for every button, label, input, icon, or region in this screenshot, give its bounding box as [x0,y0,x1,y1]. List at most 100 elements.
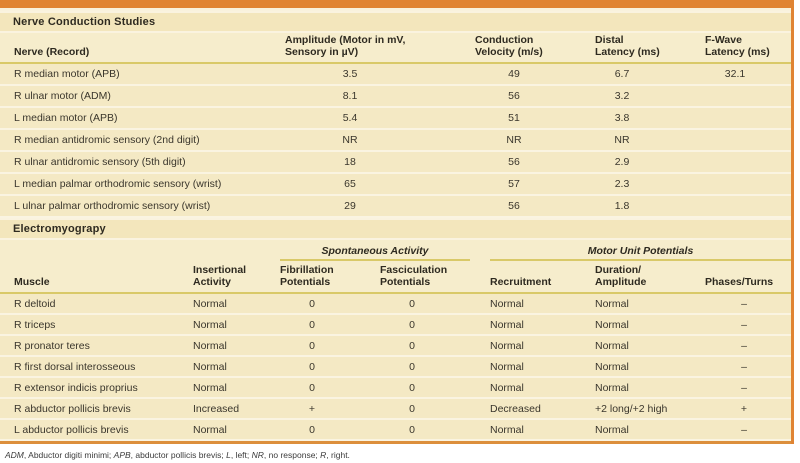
value-cell: – [741,339,747,352]
value-cell: 56 [508,200,520,212]
table-row: R ulnar antidromic sensory (5th digit) 18… [0,152,791,174]
value-cell: 29 [344,200,356,212]
ncs-section-header: Nerve Conduction Studies [0,11,791,33]
table-row: R ulnar motor (ADM) 8.1 56 3.2 [0,86,791,108]
row-label-cell: R first dorsal interosseous [14,360,136,373]
value-cell: 56 [508,90,520,102]
emg-group-header-row: Spontaneous Activity Motor Unit Potentia… [0,240,791,261]
value-cell: 0 [409,423,415,436]
row-label-cell: R pronator teres [14,339,90,352]
row-label-cell: R median motor (APB) [14,68,120,80]
row-label-cell: Normal [490,360,524,373]
column-header: Muscle [14,276,50,288]
table-row: R extensor indicis proprius Normal 0 0 Norma… [0,378,791,399]
value-cell: + [740,402,748,415]
row-label-cell: R extensor indicis proprius [14,381,138,394]
footnote-abbreviation: L [226,450,231,460]
emg-group-header-spontaneous: Spontaneous Activity [280,245,470,261]
row-label-cell: +2 long/+2 high [595,402,668,415]
footnote-abbreviation: ADM [5,450,24,460]
value-cell: 5.4 [342,112,358,124]
row-label-cell: Normal [595,360,629,373]
column-header: Distal Latency (ms) [595,34,660,58]
emg-section-title: Electromyograpy [13,223,106,235]
column-header: Phases/Turns [705,276,774,288]
value-cell: 0 [309,318,315,331]
footnote-text: , abductor pollicis brevis; [130,450,227,460]
value-cell: 0 [309,360,315,373]
emg-table-body: R deltoid Normal 0 0 Normal Normal – R triceps N… [0,294,791,441]
value-cell: + [308,402,316,415]
value-cell: 0 [409,381,415,394]
value-cell: NR [614,134,630,146]
ncs-section-title: Nerve Conduction Studies [13,16,156,28]
table-row: R median antidromic sensory (2nd digit) N… [0,130,791,152]
row-label-cell: Normal [193,360,227,373]
panel-bottom-border [0,441,791,444]
table-footnote: ADM, Abductor digiti minimi; APB, abduct… [0,444,800,460]
row-label-cell: Normal [193,318,227,331]
row-label-cell: Normal [193,297,227,310]
column-header: F-Wave Latency (ms) [705,34,770,58]
value-cell: 3.2 [614,90,630,102]
table-row: L median palmar orthodromic sensory (wri… [0,174,791,196]
row-label-cell: R triceps [14,318,56,331]
column-header: Nerve (Record) [14,46,90,58]
column-header: Fasciculation Potentials [380,264,448,288]
table-row: R deltoid Normal 0 0 Normal Normal – [0,294,791,315]
row-label-cell: Normal [193,339,227,352]
table-row: L abductor pollicis brevis Normal 0 0 Normal… [0,420,791,441]
row-label-cell: L median palmar orthodromic sensory (wri… [14,178,222,190]
row-label-cell: L ulnar palmar orthodromic sensory (wris… [14,200,211,212]
ncs-table-body: R median motor (APB) 3.5 49 6.7 32.1 R ulnar … [0,64,791,218]
results-table-panel: Nerve Conduction Studies Nerve (Record) A… [0,0,794,444]
row-label-cell: Normal [595,297,629,310]
value-cell: – [741,318,747,331]
value-cell: 0 [409,297,415,310]
divider [0,8,791,11]
value-cell: – [741,297,747,310]
value-cell: 0 [409,318,415,331]
row-label-cell: Normal [595,318,629,331]
value-cell: 0 [409,402,415,415]
row-label-cell: Normal [490,339,524,352]
row-label-cell: Normal [595,339,629,352]
value-cell: 56 [508,156,520,168]
value-cell: 8.1 [342,90,358,102]
column-header: Amplitude (Motor in mV, Sensory in µV) [285,34,406,58]
table-row: L ulnar palmar orthodromic sensory (wris… [0,196,791,218]
column-header: Conduction Velocity (m/s) [475,34,543,58]
table-row: R abductor pollicis brevis Increased +0 Dec… [0,399,791,420]
column-header: Fibrillation Potentials [280,264,334,288]
panel-top-border [0,0,791,8]
value-cell: NR [342,134,358,146]
value-cell: – [741,423,747,436]
value-cell: 3.8 [614,112,630,124]
footnote-abbreviation: R [320,450,327,460]
row-label-cell: R ulnar antidromic sensory (5th digit) [14,156,186,168]
footnote-text: , no response; [263,450,321,460]
row-label-cell: Normal [193,423,227,436]
footnote-text: , left; [230,450,252,460]
ncs-header-rule [0,62,791,64]
row-label-cell: L median motor (APB) [14,112,118,124]
row-label-cell: Normal [490,297,524,310]
value-cell: 2.9 [614,156,630,168]
column-header: Insertional Activity [193,264,247,288]
footnote-abbreviation: NR [251,450,264,460]
value-cell: 51 [508,112,520,124]
row-label-cell: Normal [490,318,524,331]
row-label-cell: Normal [595,423,629,436]
value-cell: 1.8 [614,200,630,212]
value-cell: 0 [309,381,315,394]
emg-header-row: Muscle Insertional Activity Fibrillation Pot… [0,261,791,292]
value-cell: – [741,381,747,394]
table-row: R pronator teres Normal 0 0 Normal Normal – [0,336,791,357]
row-label-cell: Normal [595,381,629,394]
value-cell: 57 [508,178,520,190]
emg-header-rule [0,292,791,294]
table-row: R median motor (APB) 3.5 49 6.7 32.1 [0,64,791,86]
row-label-cell: Normal [193,381,227,394]
footnote-abbreviation: APB [113,450,131,460]
